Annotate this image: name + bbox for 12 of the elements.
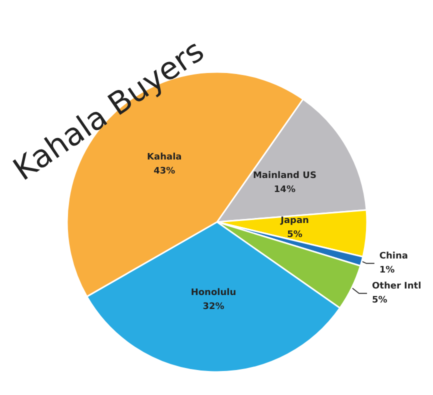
slice-label: Mainland US (252, 171, 316, 182)
slice-label: China (379, 251, 408, 262)
slice-label: Japan (280, 216, 309, 226)
slice-label: Kahala (147, 152, 182, 162)
slice-label: Honolulu (190, 288, 236, 298)
data-label: 32% (202, 302, 224, 312)
data-label: 1% (379, 265, 395, 276)
data-label: 43% (154, 166, 176, 176)
slice-label: Other Intl (372, 281, 422, 292)
data-label: 5% (287, 230, 302, 240)
data-label: 14% (274, 185, 296, 196)
data-label: 5% (372, 295, 388, 306)
